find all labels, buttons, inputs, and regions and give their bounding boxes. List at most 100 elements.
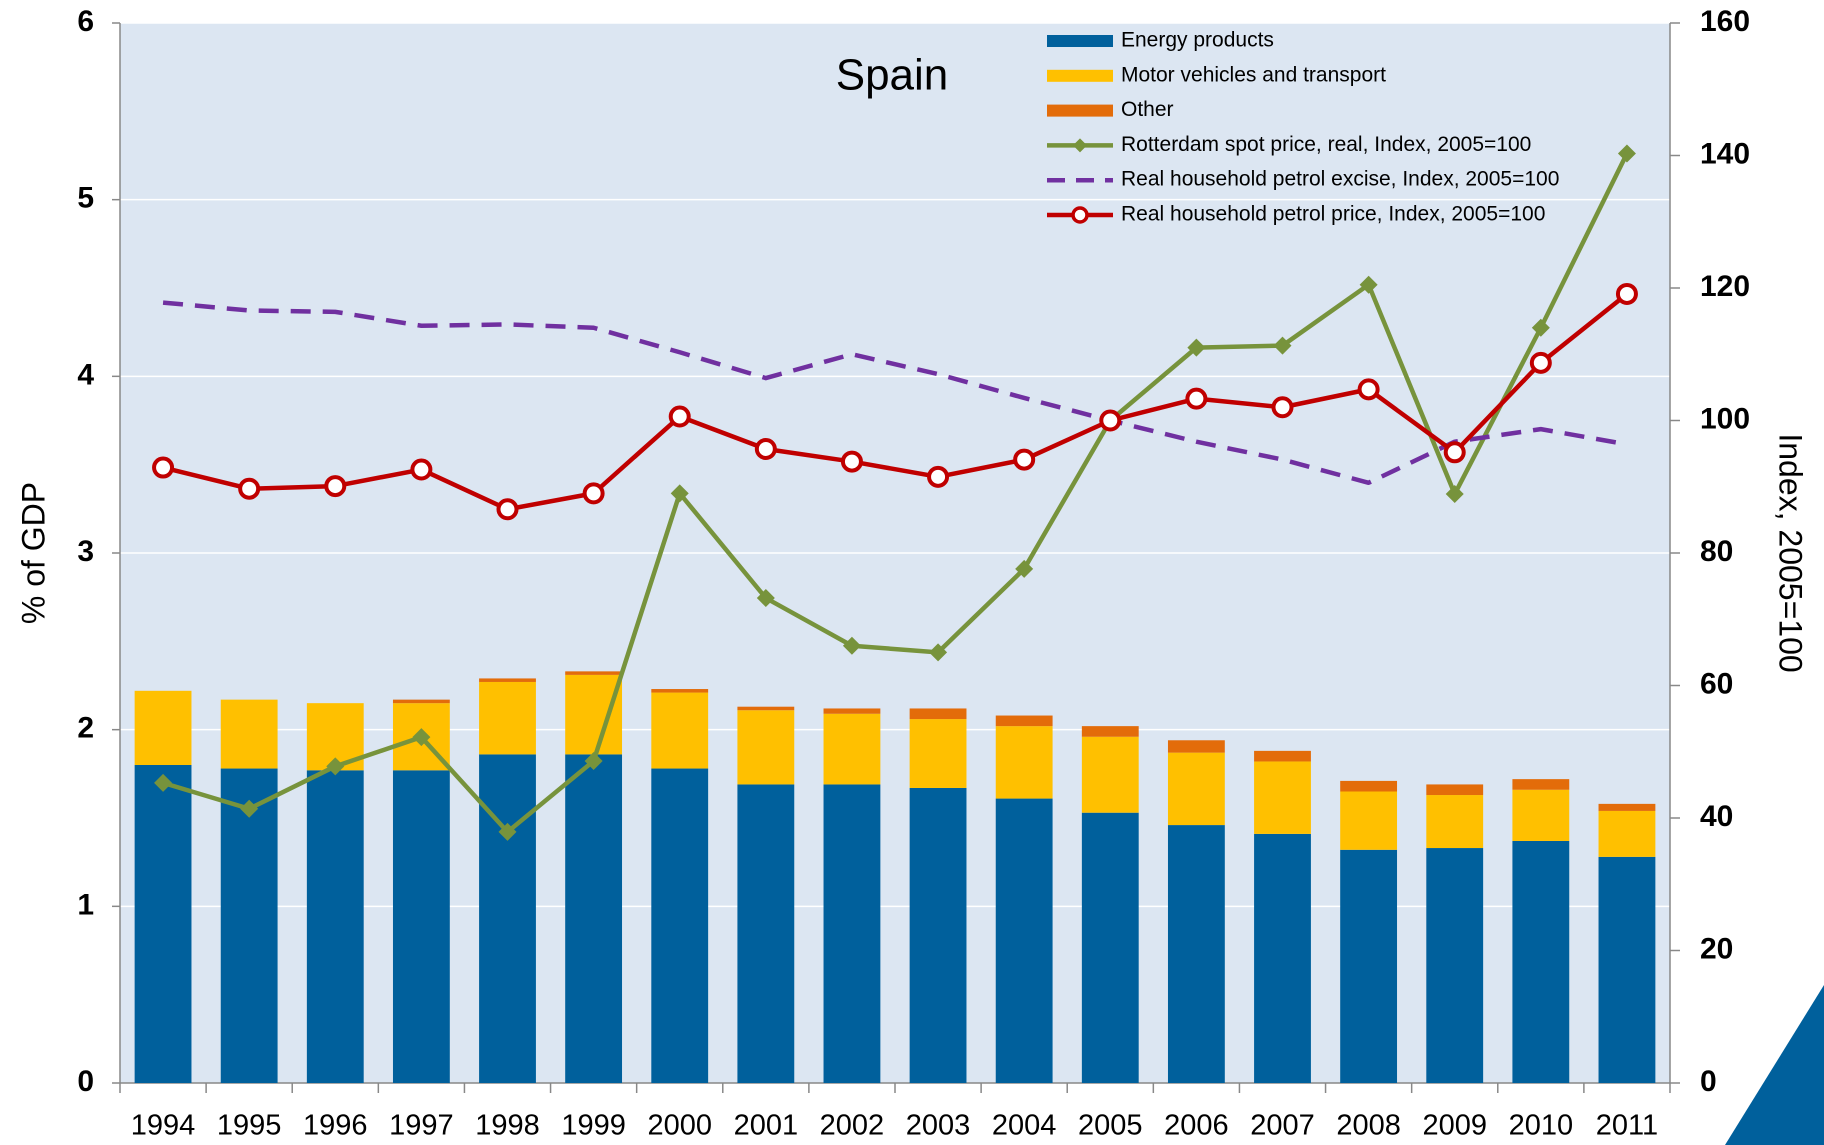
legend-swatch	[1047, 69, 1113, 82]
line-marker	[1529, 351, 1552, 374]
y2-tick-label: 0	[1700, 1065, 1717, 1098]
line-marker	[1359, 275, 1378, 294]
bar	[1340, 791, 1398, 850]
line-marker	[326, 757, 345, 776]
bar	[392, 770, 450, 1083]
line-marker	[929, 643, 948, 662]
bar	[134, 690, 192, 765]
y2-tick-label: 120	[1700, 270, 1750, 303]
line-marker	[1187, 338, 1206, 357]
line-marker	[238, 477, 261, 500]
line-marker	[840, 450, 863, 473]
line-marker	[1013, 448, 1036, 471]
line	[162, 300, 1628, 486]
x-tick-label: 2004	[992, 1110, 1057, 1142]
y-tick-label: 1	[77, 888, 94, 921]
line-marker	[668, 405, 691, 428]
x-tick-label: 2005	[1078, 1110, 1143, 1142]
bar	[220, 699, 278, 769]
line-marker	[152, 456, 175, 479]
x-tick-label: 2002	[820, 1110, 885, 1142]
bar	[737, 784, 795, 1083]
line-marker	[1015, 559, 1034, 578]
bar	[220, 768, 278, 1083]
line-marker	[496, 498, 519, 521]
y2-tick-label: 140	[1700, 137, 1750, 170]
line-marker	[498, 822, 517, 841]
line-marker	[756, 589, 775, 608]
line-marker	[1617, 144, 1636, 163]
x-tick-label: 2000	[647, 1110, 712, 1142]
y-tick-label: 4	[77, 358, 94, 391]
bar	[651, 768, 709, 1083]
line-marker	[584, 752, 603, 771]
line-marker	[240, 799, 259, 818]
bar	[909, 708, 967, 720]
line-marker	[1443, 441, 1466, 464]
bar	[823, 784, 881, 1083]
legend-label: Other	[1121, 98, 1174, 121]
bar	[1254, 750, 1311, 762]
bar	[1167, 752, 1225, 826]
bar	[651, 692, 709, 769]
x-tick-label: 2011	[1596, 1110, 1658, 1142]
legend-label: Real household petrol excise, Index, 200…	[1121, 168, 1559, 191]
legend-swatch	[1047, 35, 1113, 47]
y-tick-label: 6	[77, 5, 94, 38]
bar	[479, 678, 536, 682]
y-axis-label: % of GDP	[15, 482, 51, 624]
bar	[479, 754, 536, 1083]
line-marker	[410, 458, 433, 481]
x-tick-label: 2003	[906, 1110, 971, 1142]
chart-title: Spain	[836, 51, 949, 100]
bar	[1426, 784, 1484, 796]
y2-tick-label: 60	[1700, 667, 1733, 700]
y-tick-label: 5	[77, 182, 94, 215]
bar	[479, 681, 536, 755]
bar	[909, 787, 967, 1083]
line-marker	[670, 484, 689, 503]
legend-marker	[1073, 138, 1087, 153]
bar	[1598, 810, 1656, 857]
bar	[995, 798, 1053, 1083]
y2-tick-label: 20	[1700, 932, 1733, 965]
x-tick-label: 1996	[303, 1110, 368, 1142]
bar	[1426, 848, 1484, 1083]
line-marker	[412, 728, 431, 747]
bar	[823, 713, 881, 785]
line-marker	[1271, 396, 1294, 419]
legend-label: Real household petrol price, Index, 2005…	[1121, 203, 1545, 226]
bar	[737, 706, 795, 711]
bar	[1512, 779, 1570, 790]
y2-tick-label: 80	[1700, 535, 1733, 568]
bar	[1081, 812, 1139, 1083]
bar	[1340, 780, 1398, 792]
bar	[1081, 736, 1139, 813]
line-marker	[324, 475, 347, 498]
x-tick-label: 1999	[561, 1110, 626, 1142]
y2-axis-label: Index, 2005=100	[1773, 433, 1809, 672]
x-tick-label: 1997	[389, 1110, 454, 1142]
bar	[1512, 840, 1570, 1083]
x-tick-label: 1995	[217, 1110, 282, 1142]
bar	[1598, 856, 1656, 1083]
bar	[1254, 761, 1311, 834]
line-marker	[754, 437, 777, 460]
line	[162, 152, 1629, 835]
x-tick-label: 2006	[1164, 1110, 1229, 1142]
bar	[1340, 849, 1398, 1083]
x-tick-label: 2008	[1336, 1110, 1401, 1142]
x-tick-label: 1998	[475, 1110, 540, 1142]
line-marker	[1615, 282, 1638, 305]
y2-tick-label: 160	[1700, 5, 1750, 38]
bar	[737, 710, 795, 785]
x-tick-label: 1994	[131, 1110, 196, 1142]
line-marker	[927, 465, 950, 488]
bar	[306, 770, 364, 1083]
bar	[909, 719, 967, 788]
corner-decoration	[1725, 985, 1824, 1145]
legend-label: Motor vehicles and transport	[1121, 63, 1386, 86]
x-tick-label: 2001	[734, 1110, 799, 1142]
bar	[1167, 740, 1225, 753]
